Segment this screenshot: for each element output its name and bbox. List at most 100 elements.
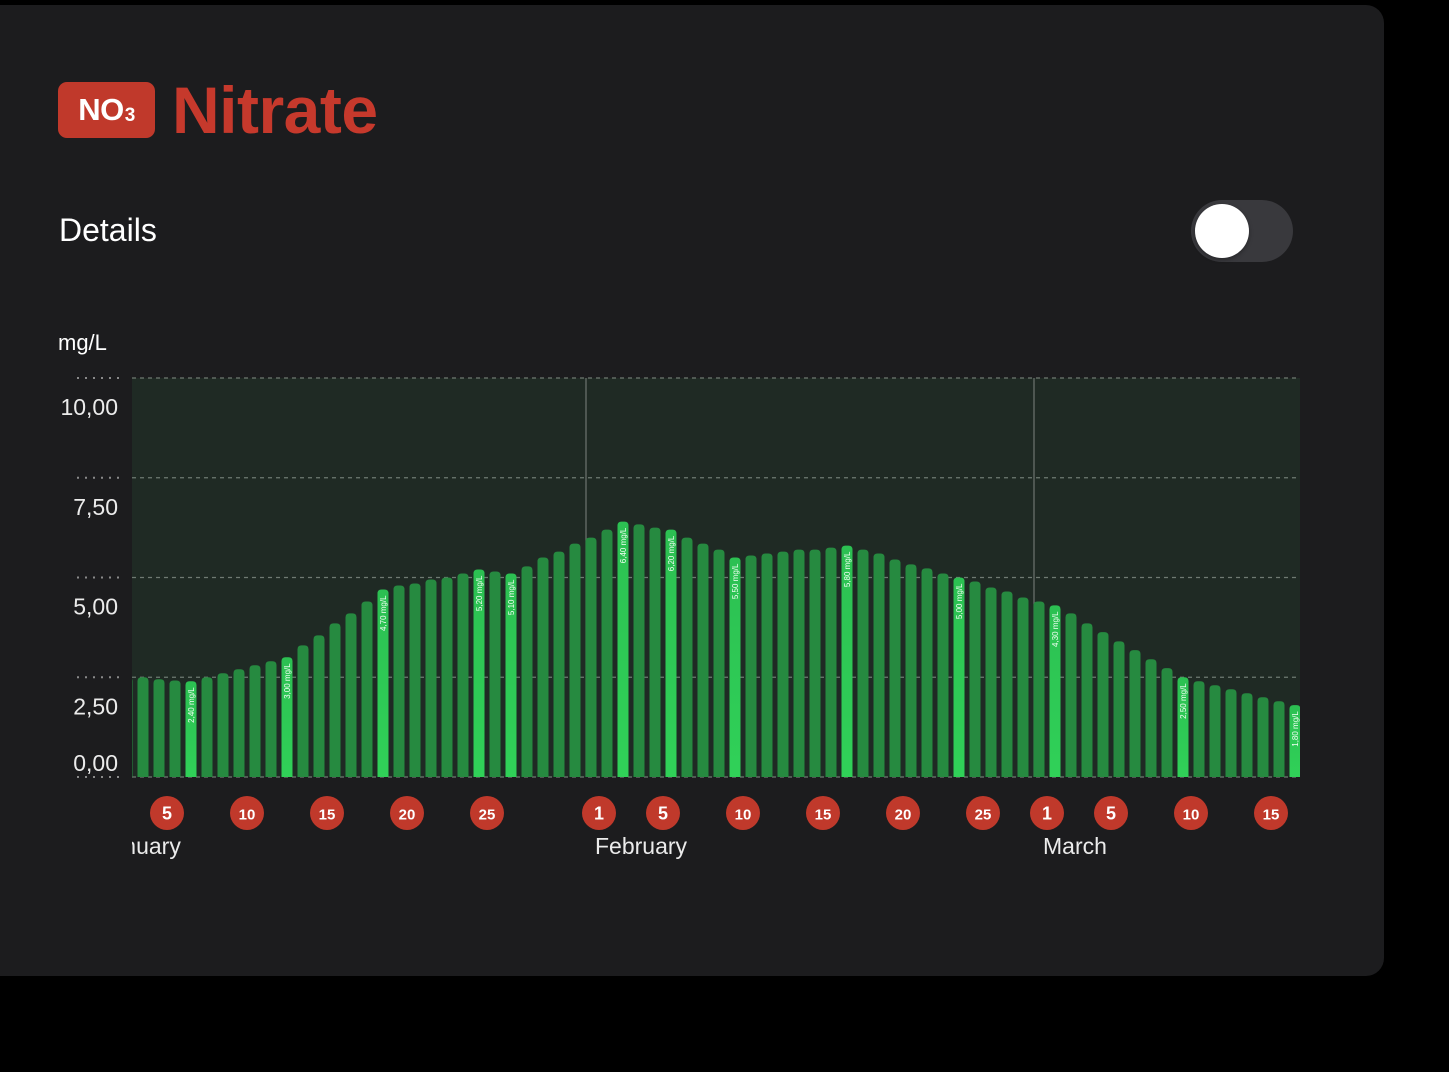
day-badge xyxy=(1254,796,1288,830)
bar xyxy=(137,677,149,777)
day-badge xyxy=(806,796,840,830)
bar-data-label: 5,80 mg/L xyxy=(843,551,852,587)
day-label: 1 xyxy=(594,804,604,824)
bar xyxy=(489,571,501,777)
bar-data-label: 5,50 mg/L xyxy=(731,563,740,599)
day-badge xyxy=(1174,796,1208,830)
day-label: 5 xyxy=(658,804,668,824)
highlighted-bar xyxy=(505,573,517,777)
day-badge xyxy=(310,796,344,830)
details-label: Details xyxy=(59,212,157,248)
day-badge xyxy=(1030,796,1064,830)
bar xyxy=(265,661,277,777)
bar xyxy=(441,577,453,777)
bar xyxy=(233,669,245,777)
y-axis-unit: mg/L xyxy=(58,330,107,355)
bar xyxy=(1161,668,1173,777)
bar xyxy=(1273,701,1285,777)
day-badge xyxy=(582,796,616,830)
bar xyxy=(361,601,373,777)
day-badge xyxy=(390,796,424,830)
bar xyxy=(329,623,341,777)
highlighted-bar xyxy=(473,569,485,777)
details-toggle[interactable] xyxy=(1191,200,1293,262)
bar xyxy=(313,635,325,777)
bar xyxy=(553,551,565,777)
day-badge xyxy=(1094,796,1128,830)
highlighted-bar xyxy=(665,529,677,777)
bar xyxy=(1129,650,1141,777)
bar xyxy=(1113,641,1125,777)
bar-data-label: 3,00 mg/L xyxy=(283,663,292,699)
y-tick-label: 5,00 xyxy=(73,594,118,620)
month-label: March xyxy=(1043,833,1107,859)
bar xyxy=(937,573,949,777)
bar xyxy=(633,524,645,777)
day-badge xyxy=(726,796,760,830)
day-badge xyxy=(470,796,504,830)
bar xyxy=(457,573,469,777)
bar xyxy=(345,613,357,777)
day-label: 10 xyxy=(239,807,256,824)
day-badge xyxy=(966,796,1000,830)
day-label: 25 xyxy=(479,807,496,824)
bar-data-label: 5,00 mg/L xyxy=(955,583,964,619)
bar xyxy=(1001,591,1013,777)
highlighted-bar xyxy=(1049,605,1061,777)
bar-data-label: 5,10 mg/L xyxy=(507,579,516,615)
bar xyxy=(1081,623,1093,777)
highlighted-bar xyxy=(185,681,197,777)
day-badge xyxy=(646,796,680,830)
day-badge xyxy=(150,796,184,830)
day-label: 20 xyxy=(895,807,912,824)
badge-subscript: 3 xyxy=(124,105,136,126)
bar xyxy=(1097,632,1109,777)
day-label: 10 xyxy=(1183,807,1200,824)
day-badge xyxy=(230,796,264,830)
bar xyxy=(601,529,613,777)
highlighted-bar xyxy=(841,545,853,777)
bar xyxy=(969,581,981,777)
bar xyxy=(1017,597,1029,777)
bar xyxy=(761,553,773,777)
badge-text: NO xyxy=(78,92,124,127)
toggle-knob[interactable] xyxy=(1195,204,1249,258)
day-label: 25 xyxy=(975,807,992,824)
day-label: 1 xyxy=(1042,804,1052,824)
bar xyxy=(1033,601,1045,777)
month-label: January xyxy=(99,833,181,859)
bar-data-label: 2,50 mg/L xyxy=(1179,683,1188,719)
bar-data-label: 5,20 mg/L xyxy=(475,575,484,611)
bar xyxy=(393,585,405,777)
day-label: 15 xyxy=(815,807,832,824)
bar xyxy=(425,579,437,777)
bar xyxy=(153,679,165,777)
day-label: 20 xyxy=(399,807,416,824)
day-badge xyxy=(886,796,920,830)
bar xyxy=(713,549,725,777)
bar xyxy=(825,547,837,777)
bar xyxy=(1241,693,1253,777)
bar xyxy=(873,553,885,777)
bar xyxy=(857,549,869,777)
bar xyxy=(777,551,789,777)
bar xyxy=(217,673,229,777)
bar xyxy=(681,537,693,777)
highlighted-bar xyxy=(281,657,293,777)
bar xyxy=(1209,685,1221,777)
y-tick-label: 0,00 xyxy=(73,750,118,776)
day-label: 5 xyxy=(162,804,172,824)
day-label: 15 xyxy=(1263,807,1280,824)
month-labels: January February March xyxy=(99,833,1107,859)
y-tick-label: 7,50 xyxy=(73,494,118,520)
month-label: February xyxy=(595,833,688,859)
bar xyxy=(1065,613,1077,777)
bars: 2,40 mg/L 3,00 mg/L 4,70 mg/L 5,20 mg/L 5,10… xyxy=(132,521,1300,777)
bar-data-label: 1,80 mg/L xyxy=(1291,711,1300,747)
bar xyxy=(649,527,661,777)
bar xyxy=(889,559,901,777)
highlighted-bar xyxy=(1289,705,1300,777)
bar xyxy=(1145,659,1157,777)
y-tick-label: 10,00 xyxy=(60,394,118,420)
